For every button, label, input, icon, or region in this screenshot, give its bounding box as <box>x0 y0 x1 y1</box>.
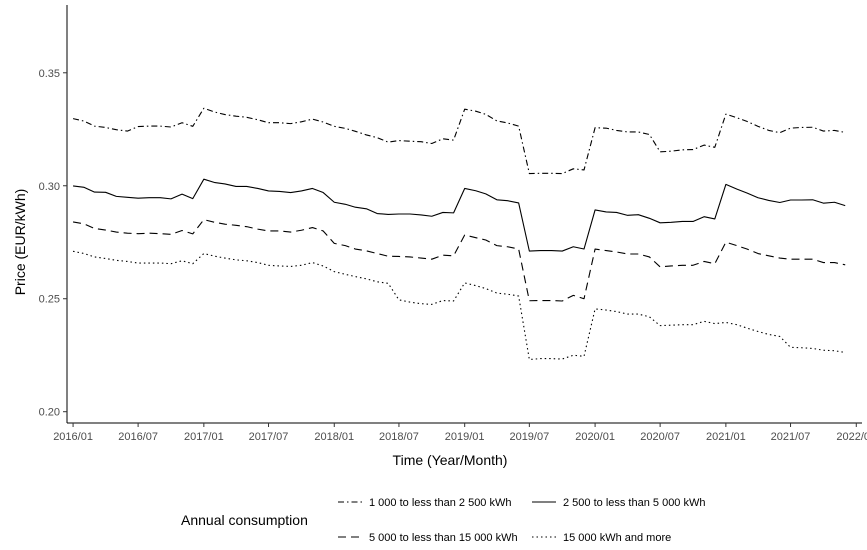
y-tick-label: 0.30 <box>39 181 60 193</box>
x-tick-label: 2016/07 <box>118 431 158 443</box>
series-line <box>72 219 846 302</box>
x-tick-label: 2021/01 <box>706 431 746 443</box>
series-lines <box>72 107 846 361</box>
legend-label: 5 000 to less than 15 000 kWh <box>369 532 518 544</box>
series-line <box>72 250 846 361</box>
legend-title: Annual consumption <box>181 512 308 528</box>
y-tick-label: 0.20 <box>39 407 60 419</box>
x-tick-label: 2022/01 <box>836 431 867 443</box>
x-axis: 2016/01 2016/07 2017/01 2017/07 2018/01 2018/… <box>53 422 867 443</box>
legend-label: 1 000 to less than 2 500 kWh <box>369 497 511 509</box>
y-tick-label: 0.35 <box>39 68 60 80</box>
y-tick-label: 0.25 <box>39 294 60 306</box>
series-line <box>73 178 846 252</box>
y-axis-title: Price (EUR/kWh) <box>12 189 28 296</box>
x-tick-label: 2021/07 <box>771 431 811 443</box>
x-tick-label: 2018/01 <box>314 431 354 443</box>
x-tick-label: 2018/07 <box>379 431 419 443</box>
legend: Annual consumption 1 000 to less than 2 … <box>181 497 705 544</box>
x-tick-label: 2016/01 <box>53 431 93 443</box>
legend-label: 2 500 to less than 5 000 kWh <box>563 497 705 509</box>
x-tick-label: 2019/01 <box>445 431 485 443</box>
x-tick-label: 2017/01 <box>184 431 224 443</box>
series-line <box>72 107 846 175</box>
y-axis: 0.20 0.25 0.30 0.35 <box>39 5 68 423</box>
x-tick-label: 2019/07 <box>509 431 549 443</box>
x-tick-label: 2017/07 <box>249 431 289 443</box>
x-tick-label: 2020/01 <box>575 431 615 443</box>
x-axis-title: Time (Year/Month) <box>393 452 508 468</box>
legend-label: 15 000 kWh and more <box>563 532 671 544</box>
x-tick-label: 2020/07 <box>640 431 680 443</box>
